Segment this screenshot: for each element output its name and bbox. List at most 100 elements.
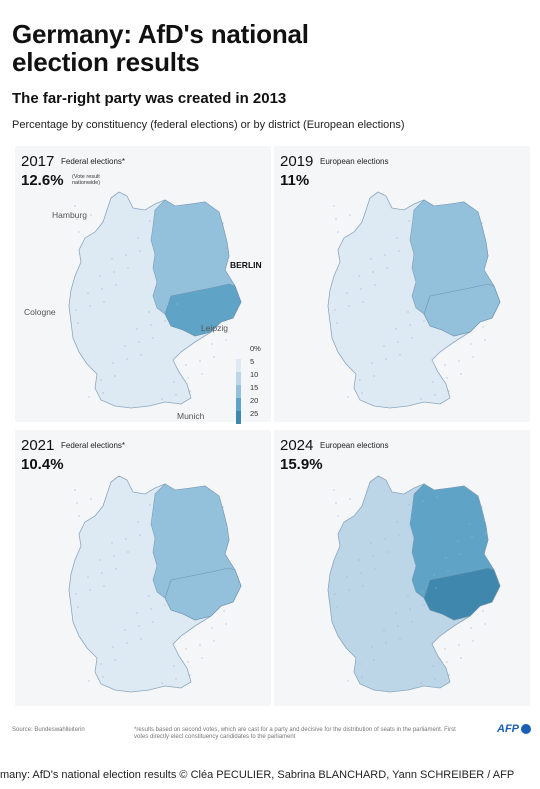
district-marker xyxy=(101,288,103,290)
region-saxony xyxy=(164,567,242,621)
district-marker xyxy=(436,496,438,498)
district-marker xyxy=(436,212,438,214)
district-marker xyxy=(152,621,154,623)
panel-election-type: Federal elections* xyxy=(61,157,126,166)
district-marker xyxy=(420,682,422,684)
district-marker xyxy=(75,309,77,311)
region-saxony xyxy=(423,567,501,621)
district-marker xyxy=(224,235,226,237)
district-marker xyxy=(162,307,164,309)
district-marker xyxy=(90,214,92,216)
district-marker xyxy=(138,341,140,343)
district-marker xyxy=(126,358,128,360)
district-marker xyxy=(349,498,351,500)
district-marker xyxy=(420,398,422,400)
district-marker xyxy=(410,233,412,235)
city-label-hamburg: Hamburg xyxy=(52,210,87,220)
district-marker xyxy=(188,286,190,288)
district-marker xyxy=(374,284,376,286)
district-marker xyxy=(89,589,91,591)
district-marker xyxy=(348,305,350,307)
district-marker xyxy=(210,239,212,241)
district-marker xyxy=(333,489,335,491)
legend-label: 0% xyxy=(250,344,261,353)
district-marker xyxy=(423,320,425,322)
district-marker xyxy=(396,521,398,523)
district-marker xyxy=(447,570,449,572)
district-marker xyxy=(422,216,424,218)
district-marker xyxy=(358,275,360,277)
city-label-munich: Munich xyxy=(177,411,205,421)
district-marker xyxy=(113,271,115,273)
district-marker xyxy=(337,231,339,233)
district-marker xyxy=(212,536,214,538)
district-marker xyxy=(447,286,449,288)
district-marker xyxy=(87,292,89,294)
district-marker xyxy=(164,320,166,322)
district-marker xyxy=(399,354,401,356)
district-marker xyxy=(334,309,336,311)
district-marker xyxy=(199,360,201,362)
district-marker xyxy=(185,364,187,366)
district-marker xyxy=(446,661,448,663)
district-marker xyxy=(175,394,177,396)
district-marker xyxy=(482,326,484,328)
district-marker xyxy=(174,574,176,576)
district-marker xyxy=(444,364,446,366)
district-marker xyxy=(458,360,460,362)
district-marker xyxy=(347,396,349,398)
district-marker xyxy=(150,324,152,326)
district-marker xyxy=(395,612,397,614)
district-marker xyxy=(359,663,361,665)
district-marker xyxy=(137,237,139,239)
district-marker xyxy=(201,373,203,375)
district-marker xyxy=(186,557,188,559)
region-saxony xyxy=(164,283,242,337)
district-marker xyxy=(445,557,447,559)
district-marker xyxy=(362,301,364,303)
district-marker xyxy=(151,233,153,235)
district-marker xyxy=(188,570,190,572)
district-marker xyxy=(373,659,375,661)
district-marker xyxy=(177,496,179,498)
district-marker xyxy=(361,676,363,678)
district-marker xyxy=(88,396,90,398)
district-marker xyxy=(460,373,462,375)
district-marker xyxy=(484,339,486,341)
district-marker xyxy=(484,623,486,625)
district-marker xyxy=(200,553,202,555)
district-marker xyxy=(113,555,115,557)
district-marker xyxy=(101,572,103,574)
district-marker xyxy=(89,305,91,307)
district-marker xyxy=(471,252,473,254)
district-marker xyxy=(211,627,213,629)
legend-label: 25 xyxy=(250,409,259,418)
district-marker xyxy=(370,542,372,544)
district-marker xyxy=(333,205,335,207)
district-marker xyxy=(483,235,485,237)
district-marker xyxy=(136,612,138,614)
district-marker xyxy=(174,290,176,292)
district-marker xyxy=(444,648,446,650)
district-marker xyxy=(163,500,165,502)
district-marker xyxy=(372,271,374,273)
district-marker xyxy=(78,231,80,233)
district-marker xyxy=(90,498,92,500)
district-marker xyxy=(212,252,214,254)
district-marker xyxy=(481,506,483,508)
district-marker xyxy=(481,222,483,224)
legend-swatch xyxy=(236,398,241,411)
district-marker xyxy=(223,610,225,612)
district-marker xyxy=(224,519,226,521)
district-marker xyxy=(470,627,472,629)
district-marker xyxy=(470,343,472,345)
district-marker xyxy=(99,559,101,561)
city-label-berlin: BERLIN xyxy=(230,260,262,270)
map-panel-2021: 2021 Federal elections* 10.4% xyxy=(15,430,271,706)
legend-swatch xyxy=(236,359,241,372)
district-marker xyxy=(397,341,399,343)
district-marker xyxy=(422,500,424,502)
district-marker xyxy=(434,394,436,396)
afp-logo-dot xyxy=(521,724,531,734)
district-marker xyxy=(485,248,487,250)
